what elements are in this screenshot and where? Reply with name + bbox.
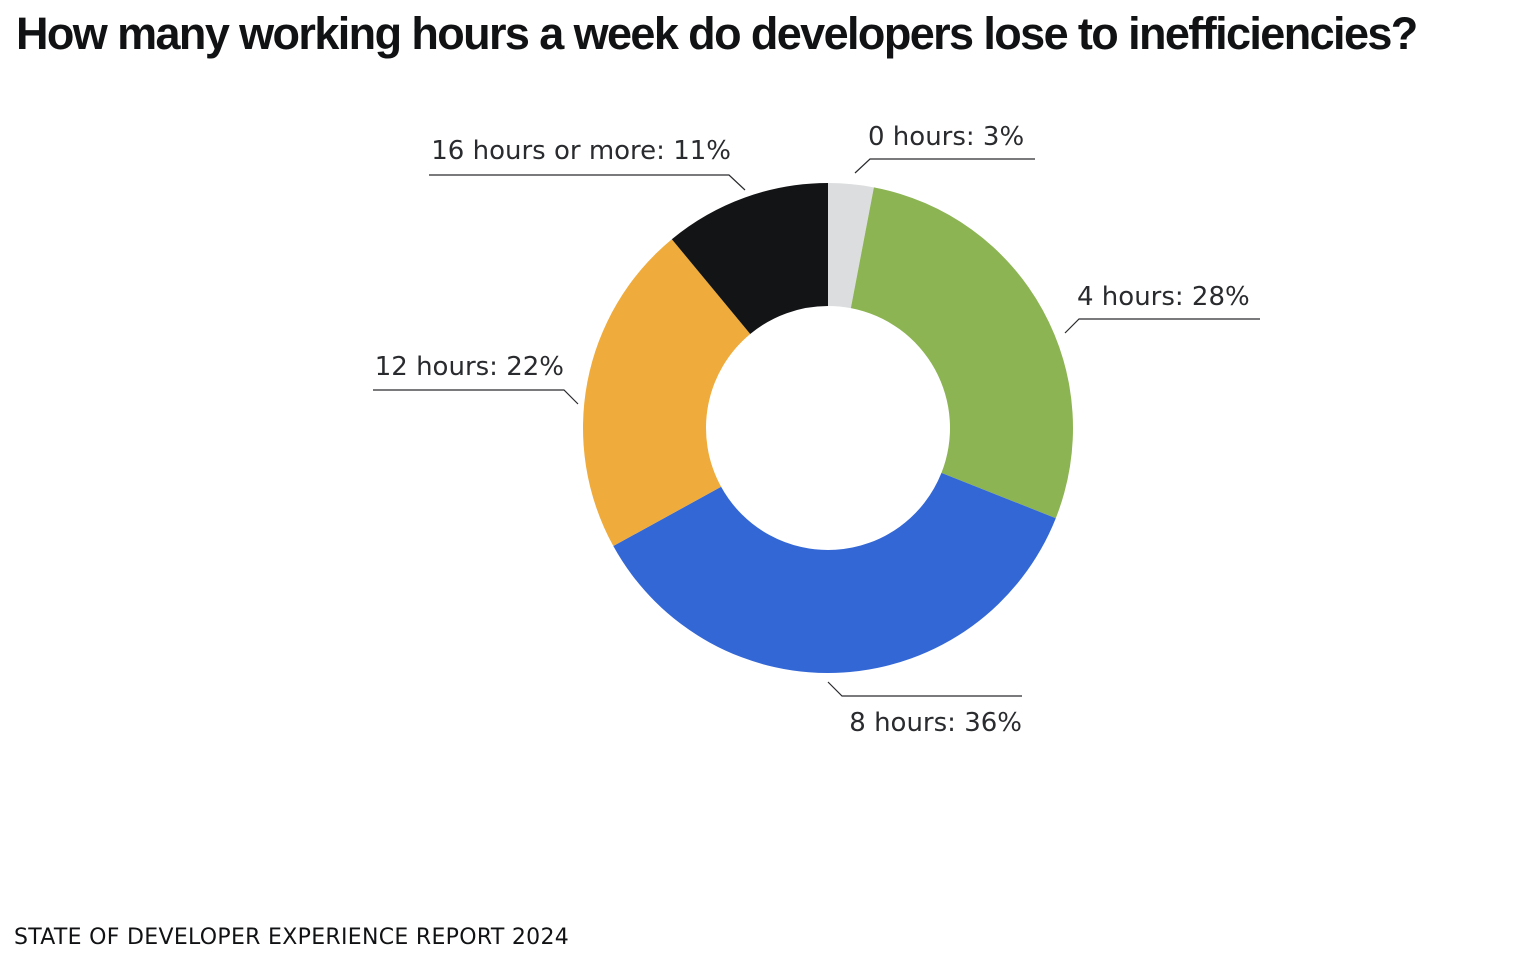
slice-4-hours [850, 187, 1073, 519]
slice-label-12-hours: 12 hours: 22% [375, 352, 564, 382]
leader-line-12-hours [373, 389, 579, 405]
leader-line-16-hours-or-more [429, 174, 746, 191]
slice-16-hours-or-more [671, 183, 828, 334]
slice-label-0-hours: 0 hours: 3% [868, 122, 1024, 152]
slice-labels: 0 hours: 3% 4 hours: 28% 8 hours: 36% 12… [373, 122, 1260, 738]
donut-chart: 0 hours: 3% 4 hours: 28% 8 hours: 36% 12… [373, 122, 1260, 738]
slice-8-hours [613, 472, 1056, 673]
slice-label-8-hours: 8 hours: 36% [849, 708, 1022, 738]
slice-0-hours [828, 183, 874, 309]
source-footer: STATE OF DEVELOPER EXPERIENCE REPORT 202… [14, 925, 570, 950]
leader-line-4-hours [1064, 318, 1260, 334]
donut-slices [583, 183, 1073, 673]
slice-label-16-hours-or-more: 16 hours or more: 11% [431, 136, 731, 166]
slice-label-4-hours: 4 hours: 28% [1077, 282, 1250, 312]
slice-12-hours [583, 239, 751, 547]
leader-line-0-hours [854, 158, 1035, 174]
chart-title: How many working hours a week do develop… [16, 8, 1418, 59]
leader-line-8-hours [827, 681, 1022, 697]
